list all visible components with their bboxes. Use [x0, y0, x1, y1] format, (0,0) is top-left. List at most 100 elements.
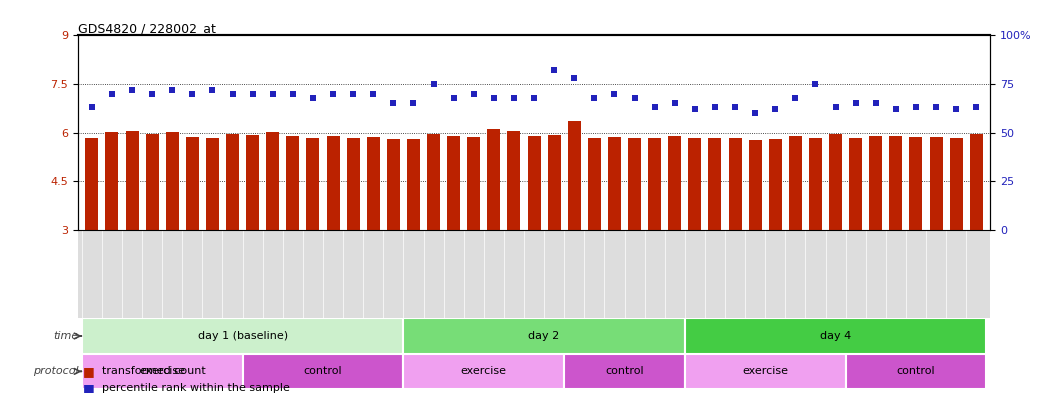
Bar: [387, 139, 400, 230]
Point: [667, 100, 683, 107]
Bar: [286, 136, 300, 230]
Point: [828, 104, 844, 110]
Text: control: control: [304, 366, 342, 376]
Point: [284, 90, 301, 97]
Point: [445, 94, 461, 101]
Bar: [648, 138, 662, 230]
Bar: [468, 137, 480, 230]
Point: [405, 100, 422, 107]
Point: [164, 87, 180, 93]
Bar: [684, 354, 845, 389]
Point: [767, 106, 784, 112]
Point: [123, 87, 140, 93]
Bar: [845, 354, 986, 389]
Point: [144, 90, 161, 97]
Point: [686, 106, 703, 112]
Bar: [869, 136, 882, 230]
Bar: [608, 136, 621, 230]
Bar: [206, 138, 219, 230]
Text: transformed count: transformed count: [102, 366, 205, 376]
Bar: [567, 121, 581, 230]
Point: [545, 67, 562, 73]
Bar: [243, 354, 403, 389]
Bar: [689, 138, 701, 230]
Text: day 1 (baseline): day 1 (baseline): [197, 331, 287, 341]
Bar: [82, 318, 403, 354]
Text: control: control: [897, 366, 935, 376]
Bar: [548, 135, 561, 230]
Bar: [970, 134, 983, 230]
Point: [586, 94, 602, 101]
Point: [466, 90, 482, 97]
Text: exercise: exercise: [139, 366, 186, 376]
Bar: [668, 136, 681, 230]
Text: ■: ■: [83, 382, 99, 393]
Bar: [246, 135, 259, 230]
Point: [224, 90, 241, 97]
Bar: [125, 131, 139, 230]
Text: day 2: day 2: [529, 331, 560, 341]
Point: [888, 106, 904, 112]
Bar: [829, 134, 842, 230]
Bar: [403, 354, 564, 389]
Point: [626, 94, 643, 101]
Text: percentile rank within the sample: percentile rank within the sample: [102, 383, 289, 393]
Point: [204, 87, 221, 93]
Bar: [507, 131, 521, 230]
Bar: [729, 138, 741, 230]
Bar: [929, 137, 943, 230]
Point: [968, 104, 984, 110]
Bar: [403, 318, 684, 354]
Point: [566, 75, 583, 81]
Bar: [367, 136, 380, 230]
Point: [706, 104, 723, 110]
Bar: [849, 138, 862, 230]
Point: [727, 104, 744, 110]
Point: [485, 94, 502, 101]
Bar: [487, 129, 501, 230]
Point: [264, 90, 281, 97]
Bar: [346, 138, 360, 230]
Bar: [588, 138, 600, 230]
Point: [787, 94, 804, 101]
Text: time: time: [53, 331, 78, 341]
Text: control: control: [606, 366, 644, 376]
Point: [526, 94, 542, 101]
Bar: [145, 134, 159, 230]
Bar: [950, 138, 962, 230]
Point: [607, 90, 623, 97]
Point: [385, 100, 401, 107]
Point: [184, 90, 200, 97]
Bar: [789, 136, 802, 230]
Point: [948, 106, 964, 112]
Bar: [226, 134, 240, 230]
Text: protocol: protocol: [32, 366, 78, 376]
Bar: [106, 132, 118, 230]
Bar: [267, 132, 279, 230]
Point: [868, 100, 885, 107]
Bar: [186, 136, 199, 230]
Text: ■: ■: [83, 365, 99, 378]
Bar: [327, 136, 339, 230]
Bar: [809, 138, 822, 230]
Text: exercise: exercise: [460, 366, 507, 376]
Bar: [528, 136, 540, 230]
Point: [847, 100, 864, 107]
Bar: [768, 139, 782, 230]
Bar: [684, 318, 986, 354]
Point: [646, 104, 663, 110]
Point: [907, 104, 924, 110]
Bar: [749, 140, 762, 230]
Point: [325, 90, 341, 97]
Point: [928, 104, 945, 110]
Point: [747, 110, 763, 116]
Point: [305, 94, 321, 101]
Text: GDS4820 / 228002_at: GDS4820 / 228002_at: [78, 22, 216, 35]
Bar: [166, 132, 178, 230]
Bar: [564, 354, 684, 389]
Point: [245, 90, 261, 97]
Bar: [427, 134, 440, 230]
Point: [807, 81, 823, 87]
Text: day 4: day 4: [820, 331, 851, 341]
Point: [425, 81, 442, 87]
